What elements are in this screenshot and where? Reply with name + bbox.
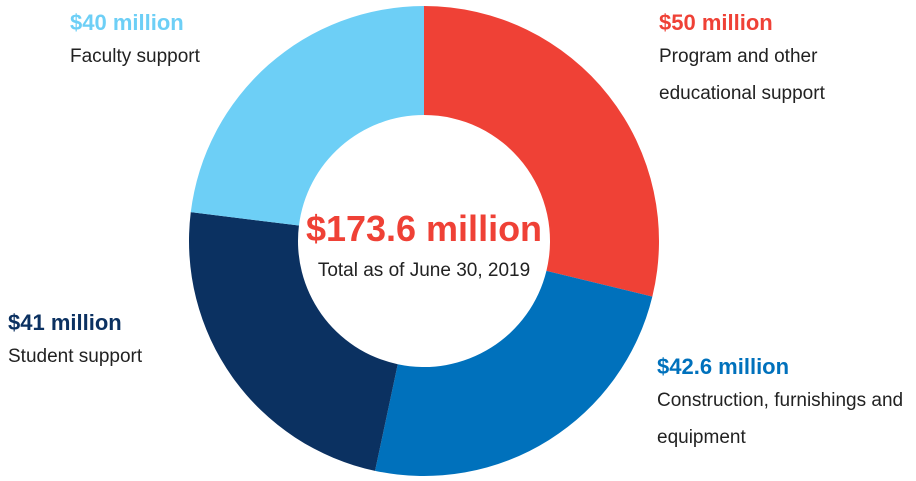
donut-slice	[190, 6, 424, 226]
donut-slice	[424, 6, 659, 297]
category-label: Faculty support	[70, 46, 200, 67]
value-label: $40 million	[70, 10, 184, 35]
donut-slice	[189, 212, 398, 471]
center-subtitle: Total as of June 30, 2019	[317, 260, 531, 281]
value-label: $50 million	[659, 10, 773, 35]
slice-label: $42.6 million Construction, furnishings a…	[657, 352, 912, 456]
value-label: $42.6 million	[657, 354, 790, 379]
slice-label: $40 million Faculty support	[70, 8, 270, 75]
center-title: $173.6 million	[305, 208, 543, 249]
category-label: Construction, furnishings and equipment	[657, 390, 904, 448]
category-label: Program and other educational support	[659, 46, 825, 104]
slice-label: $41 million Student support	[8, 308, 208, 375]
donut-slice	[375, 270, 653, 476]
category-label: Student support	[8, 346, 143, 367]
slice-label: $50 million Program and other educational…	[659, 8, 869, 112]
value-label: $41 million	[8, 310, 122, 335]
